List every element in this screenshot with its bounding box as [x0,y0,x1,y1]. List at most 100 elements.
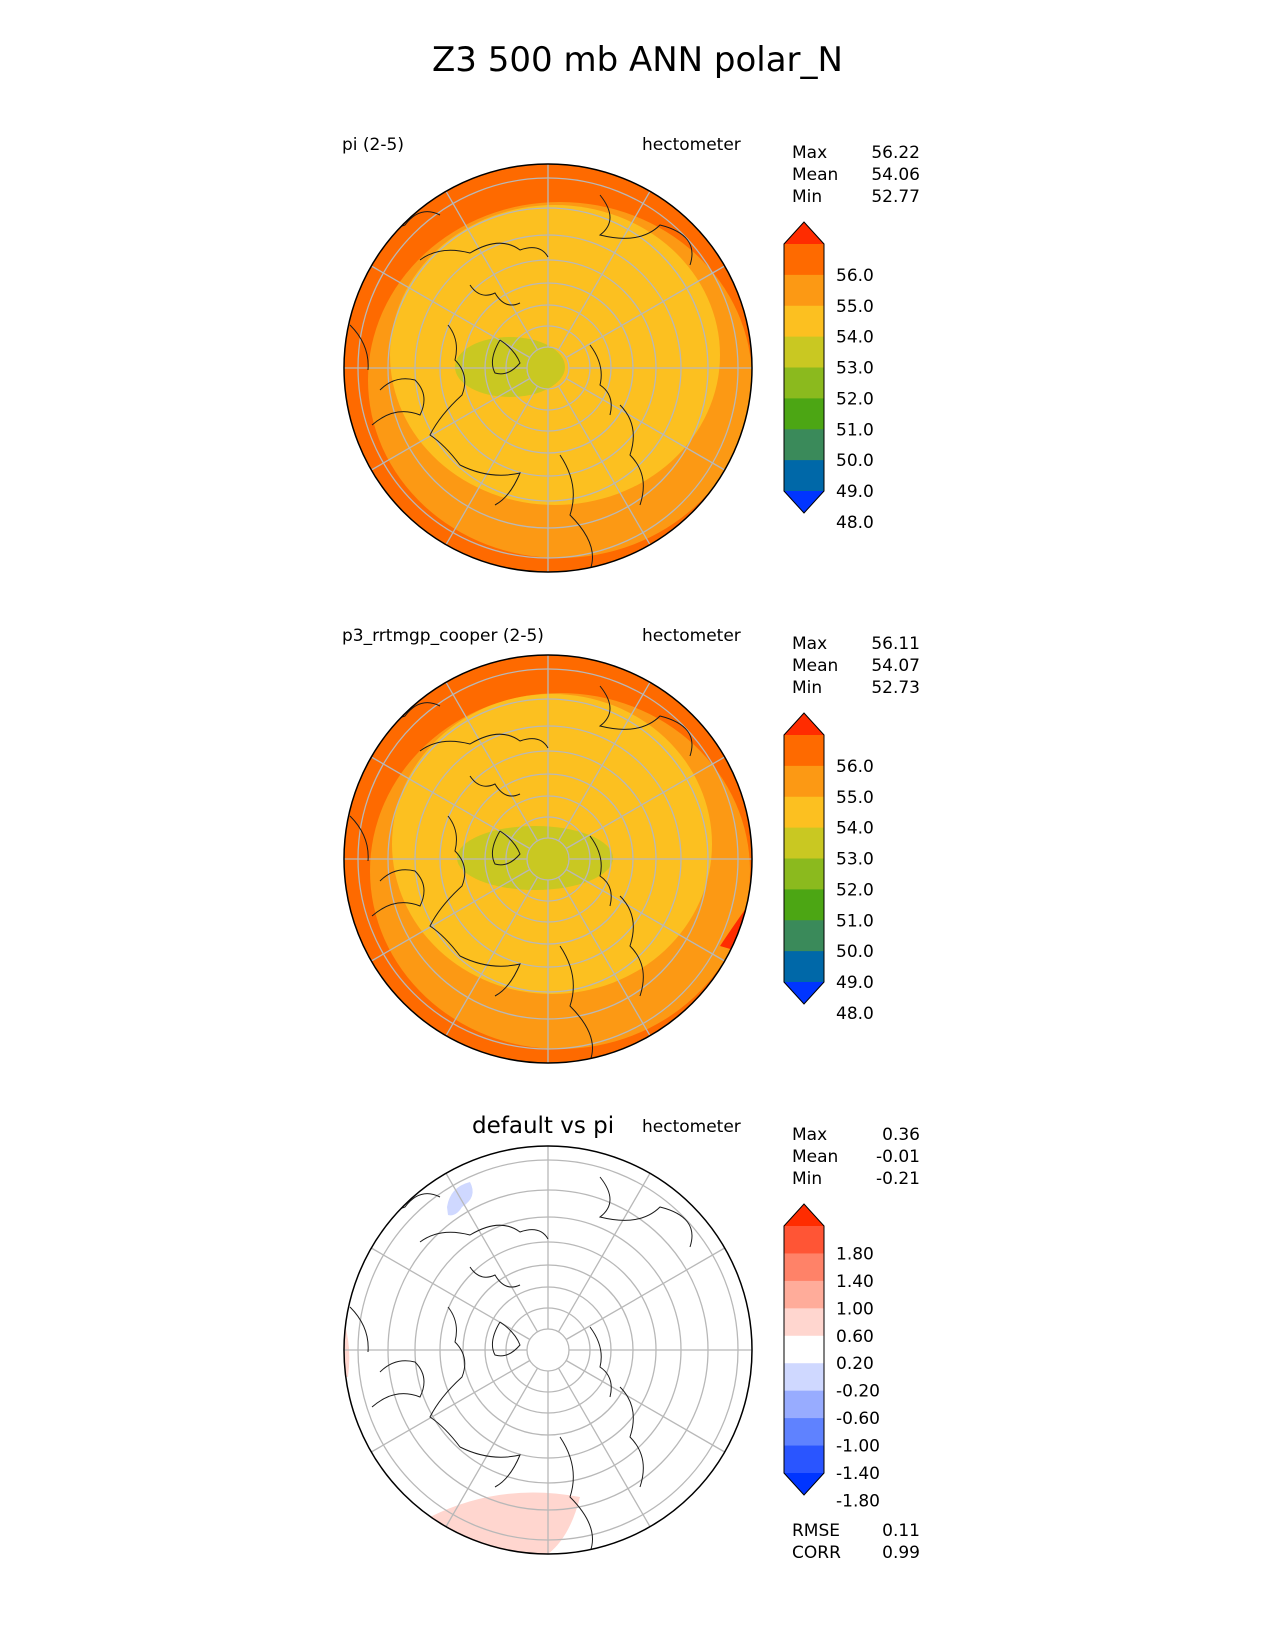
stats-block: Max 56.22 Mean 54.06 Min 52.77 [792,142,920,208]
colorbar-tick-label: -1.00 [836,1437,880,1457]
colorbar-segment [784,1280,824,1309]
colorbar-tick-label: 49.0 [836,973,874,993]
colorbar-tip-bottom [784,982,824,1004]
colorbar-tick-label: 53.0 [836,850,874,870]
stat-label: Max [792,1125,828,1145]
colorbar-segment [784,1253,824,1282]
panel-p3: p3_rrtmgp_cooper (2-5) hectometer Max 56.… [0,616,1275,1086]
meridian-line [557,191,651,351]
colorbar-segment [784,765,824,798]
colorbar-segment [784,920,824,952]
panel-diff: default vs pi hectometer Max 0.36 Mean -0.… [0,1107,1275,1577]
panel-units: hectometer [642,626,741,646]
stat-label: Min [792,1169,823,1189]
stat-label: Min [792,187,823,207]
stat-label: Mean [792,165,839,185]
panel-pi: pi (2-5) hectometer Max 56.22 Mean 54.06 M… [0,125,1275,595]
colorbar: 56.0 55.0 54.0 53.0 52.0 51.0 50.0 49.0 48.0 [783,221,874,533]
map-border [343,654,753,1064]
stat-label: CORR [792,1543,841,1563]
polar-map-pi: 56.0 55.0 54.0 53.0 52.0 51.0 50.0 49.0 48.0 [343,163,874,573]
colorbar-tick-label: 0.60 [836,1327,874,1347]
colorbar: 1.80 1.40 1.00 0.60 0.20 -0.20 -0.60 -1.00 -1.40… [783,1203,880,1511]
colorbar-tick-label: 55.0 [836,788,874,808]
stat-label: RMSE [792,1521,841,1541]
stat-label: Min [792,678,823,698]
meridian-line [565,868,725,962]
meridian-line [557,1173,651,1333]
colorbar-tick-label: 53.0 [836,359,874,379]
figure-title: Z3 500 mb ANN polar_N [432,40,843,80]
colorbar-segment [784,244,824,276]
colorbar-segment [784,1445,824,1474]
colorbar-tip-top [784,222,824,244]
colorbar-segment [784,1363,824,1392]
colorbar-segment [784,429,824,461]
colorbar-tick-label: 48.0 [836,1004,874,1024]
map-gridlines [344,655,752,1063]
meridian-line [557,385,651,545]
map-band [455,337,565,397]
panel-units: hectometer [642,1117,741,1137]
colorbar-segment [784,889,824,921]
stat-value: -0.21 [876,1169,920,1189]
coastlines [349,685,693,1062]
stat-value: 0.11 [882,1521,920,1541]
colorbar-segment [784,1418,824,1447]
map-border [343,163,753,573]
colorbar-segment [784,1390,824,1419]
coastlines [349,1176,693,1553]
stat-value: 56.11 [871,634,920,654]
colorbar-segment [784,305,824,338]
map-gridlines [344,1146,752,1554]
colorbar-tick-label: 1.00 [836,1299,874,1319]
colorbar-segment [784,336,824,368]
colorbar-segment [784,460,824,492]
meridian-line [565,1359,725,1453]
map-border [343,1145,753,1555]
map-band [447,1182,473,1216]
stat-label: Mean [792,656,839,676]
colorbar-segment [784,1308,824,1337]
colorbar-tick-label: 55.0 [836,297,874,317]
colorbar-segment [784,398,824,430]
colorbar-segment [784,1226,824,1254]
colorbar-segment [784,858,824,890]
stats-extra: RMSE 0.11 CORR 0.99 [792,1520,920,1564]
colorbar-segment [784,1335,824,1364]
colorbar-segment [784,735,824,767]
colorbar-tick-label: 49.0 [836,482,874,502]
colorbar: 56.0 55.0 54.0 53.0 52.0 51.0 50.0 49.0 48.0 [783,712,874,1024]
colorbar-outline [783,1203,825,1496]
colorbar-tick-label: -1.40 [836,1464,880,1484]
colorbar-tick-label: 52.0 [836,880,874,900]
colorbar-tick-label: 54.0 [836,328,874,348]
colorbar-tick-label: 51.0 [836,911,874,931]
stat-value: 52.73 [871,678,920,698]
polar-map-diff: 1.80 1.40 1.00 0.60 0.20 -0.20 -0.60 -1.00 -1.40… [343,1145,880,1555]
meridian-line [565,265,725,359]
colorbar-tick-label: -0.20 [836,1382,880,1402]
stat-label: Mean [792,1147,839,1167]
map-band [344,1322,350,1377]
meridian-line [557,682,651,842]
meridian-line [445,385,539,545]
stats-block: Max 56.11 Mean 54.07 Min 52.73 [792,633,920,699]
colorbar-tip-bottom [784,1473,824,1495]
colorbar-tip-top [784,1204,824,1226]
meridian-line [445,1367,539,1527]
colorbar-tick-label: 56.0 [836,266,874,286]
colorbar-tick-label: 54.0 [836,819,874,839]
colorbar-tick-label: 50.0 [836,451,874,471]
panel-left-title: pi (2-5) [342,135,404,155]
colorbar-segment [784,951,824,983]
stat-value: 54.06 [871,165,920,185]
map-fill [344,1146,752,1554]
stat-value: -0.01 [876,1147,920,1167]
stat-value: 0.36 [882,1125,920,1145]
meridian-line [557,876,651,1036]
meridian-line [565,756,725,850]
colorbar-segment [784,274,824,307]
meridian-line [445,682,539,842]
meridian-line [557,1367,651,1527]
